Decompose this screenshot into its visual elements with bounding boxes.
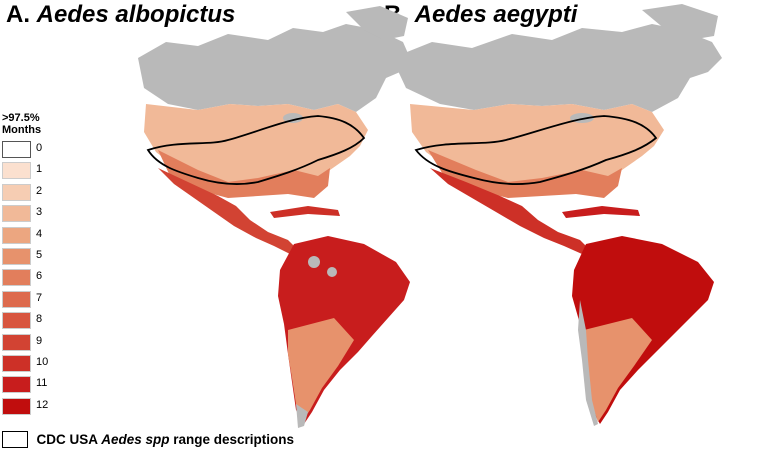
- legend-label: 9: [36, 334, 43, 347]
- greenland: [346, 6, 408, 40]
- cdc-range-outline-a: [146, 115, 366, 185]
- andes-gray: [578, 300, 598, 426]
- andes-gray-2: [327, 267, 337, 277]
- legend-label: 0: [36, 142, 43, 154]
- legend-row: 11: [2, 374, 132, 395]
- panel-b-title: B. Aedes aegypti: [384, 1, 577, 29]
- legend-swatch: [2, 397, 31, 415]
- legend-label: 1: [36, 163, 43, 176]
- legend-swatch: [2, 290, 31, 308]
- south-america-south-cool: [288, 318, 354, 422]
- legend-swatch: [2, 247, 31, 265]
- legend-label: 7: [36, 291, 43, 304]
- legend-label: 4: [36, 227, 43, 240]
- usa-landmass: [410, 104, 664, 190]
- map-aedes-albopictus: [138, 6, 410, 428]
- legend-row: 9: [2, 332, 132, 353]
- legend-label: 8: [36, 313, 43, 326]
- patagonia-tip: [296, 404, 308, 428]
- canada-alaska-landmass: [392, 24, 722, 112]
- range-key-text: CDC USA Aedes spp range descriptions: [36, 432, 294, 447]
- legend-label: 10: [36, 355, 49, 368]
- legend-swatch: [2, 162, 31, 180]
- legend-label: 11: [36, 377, 48, 390]
- mexico-central-america: [430, 168, 590, 254]
- legend-row: 4: [2, 225, 132, 246]
- legend-label: 6: [36, 270, 43, 283]
- legend-row: 7: [2, 289, 132, 310]
- legend-row: 10: [2, 353, 132, 374]
- legend-row: 6: [2, 267, 132, 288]
- legend-threshold: >97.5%: [2, 112, 40, 124]
- legend-swatch: [2, 205, 31, 223]
- legend-unit: Months: [2, 124, 42, 136]
- legend-swatch: [2, 269, 31, 287]
- legend-swatch: [2, 312, 31, 330]
- legend-row: 1: [2, 160, 132, 181]
- legend-label: 5: [36, 248, 43, 261]
- range-outline-swatch: [2, 431, 28, 449]
- legend-swatch: [2, 141, 31, 158]
- range-key: CDC USA Aedes spp range descriptions: [2, 431, 294, 449]
- range-key-prefix: CDC USA: [36, 432, 102, 448]
- legend-swatch: [2, 376, 31, 394]
- caribbean-islands: [562, 206, 640, 218]
- panel-a-title: A. Aedes albopictus: [6, 1, 235, 29]
- legend-label: 2: [36, 184, 43, 197]
- legend-row: 12: [2, 396, 132, 417]
- cdc-range-outline-b: [414, 115, 658, 185]
- usa-southeast-warm: [428, 150, 622, 198]
- legend-row: 5: [2, 246, 132, 267]
- andes-gray-1: [308, 256, 320, 268]
- south-america-south-cool: [584, 318, 652, 422]
- panel-a-letter: A.: [6, 1, 30, 28]
- mexico-central-america: [158, 168, 298, 254]
- legend-swatch: [2, 354, 31, 372]
- legend-label: 3: [36, 206, 43, 219]
- legend-swatch: [2, 183, 31, 201]
- range-key-italic: Aedes spp: [101, 432, 170, 448]
- usa-southeast-warm: [158, 150, 330, 198]
- legend-row: 3: [2, 203, 132, 224]
- legend-row: 0: [2, 139, 132, 160]
- legend-swatch: [2, 226, 31, 244]
- panel-b-species: Aedes aegypti: [414, 1, 578, 28]
- legend-swatch: [2, 333, 31, 351]
- caribbean-islands: [270, 206, 340, 218]
- usa-landmass: [144, 104, 368, 190]
- map-aedes-aegypti: [392, 4, 722, 426]
- greenland: [642, 4, 718, 40]
- legend-row: 2: [2, 182, 132, 203]
- legend-row: 8: [2, 310, 132, 331]
- legend: >97.5% Months 0 1 2 3 4 5 6 7 8 9 10 11 12: [2, 112, 132, 417]
- legend-rows: 0 1 2 3 4 5 6 7 8 9 10 11 12: [2, 139, 132, 417]
- canada-alaska-landmass: [138, 24, 410, 112]
- range-key-suffix: range descriptions: [169, 432, 295, 448]
- panel-a-species: Aedes albopictus: [36, 1, 236, 28]
- legend-label: 12: [36, 398, 49, 411]
